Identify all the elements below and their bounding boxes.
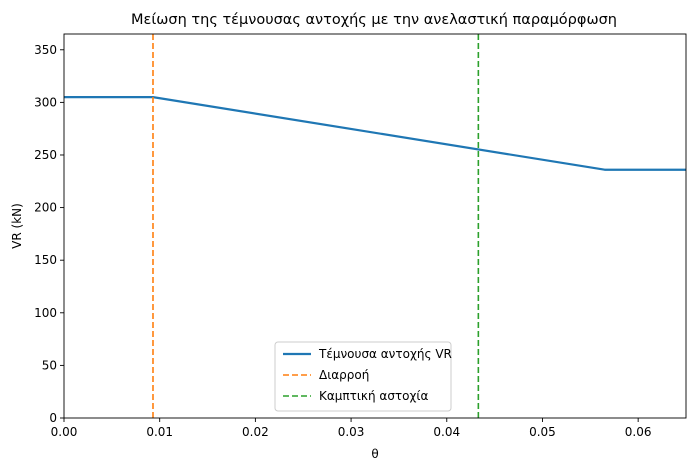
legend-box	[274, 341, 452, 412]
y-tick-label: 250	[34, 148, 57, 162]
plot-area	[64, 34, 686, 418]
y-tick-label: 300	[34, 95, 57, 109]
series-line-0	[64, 96, 686, 171]
x-tick-label: 0.04	[433, 425, 460, 439]
x-tick-label: 0.03	[338, 425, 365, 439]
y-tick-label: 50	[42, 358, 57, 372]
y-tick-label: 150	[34, 253, 57, 267]
y-axis-title: VR (kN)	[10, 203, 24, 249]
y-tick-label: 100	[34, 306, 57, 320]
y-tick-label: 200	[34, 201, 57, 215]
x-tick-label: 0.06	[625, 425, 652, 439]
axes-frame	[63, 33, 687, 419]
legend-label-2: Καμπτική αστοχία	[319, 389, 428, 403]
x-tick-label: 0.05	[529, 425, 556, 439]
y-tick-label: 350	[34, 43, 57, 57]
x-axis-title: θ	[371, 447, 378, 461]
x-tick-label: 0.00	[51, 425, 78, 439]
legend: Τέμνουσα αντοχής VR Διαρροή Καμπτική αστοχ…	[274, 341, 452, 412]
legend-label-1: Διαρροή	[319, 368, 369, 382]
x-tick-label: 0.02	[242, 425, 269, 439]
x-tick-label: 0.01	[146, 425, 173, 439]
y-tick-label: 0	[49, 411, 57, 425]
legend-label-0: Τέμνουσα αντοχής VR	[318, 347, 452, 361]
axes: 0.00 0.01 0.02 0.03 0.04 0.05 0.06 0 50 100 150 200…	[34, 33, 687, 439]
chart-title: Μείωση της τέμνουσας αντοχής με την ανελ…	[131, 12, 617, 28]
